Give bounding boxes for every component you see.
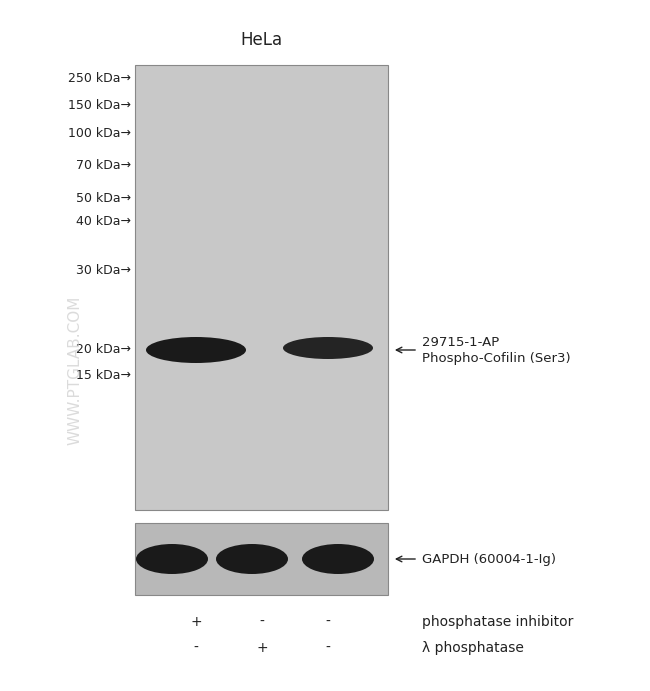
- Ellipse shape: [146, 337, 246, 363]
- Text: 40 kDa→: 40 kDa→: [76, 214, 131, 227]
- Text: -: -: [326, 615, 330, 629]
- Text: phosphatase inhibitor: phosphatase inhibitor: [422, 615, 573, 629]
- Bar: [135, 523, 388, 595]
- Ellipse shape: [302, 544, 374, 574]
- Ellipse shape: [283, 337, 373, 359]
- Text: 30 kDa→: 30 kDa→: [76, 263, 131, 276]
- Text: 50 kDa→: 50 kDa→: [76, 191, 131, 205]
- Text: 29715-1-AP: 29715-1-AP: [422, 336, 499, 348]
- Text: -: -: [259, 615, 265, 629]
- Text: 15 kDa→: 15 kDa→: [76, 368, 131, 381]
- Text: λ phosphatase: λ phosphatase: [422, 641, 524, 655]
- Text: 250 kDa→: 250 kDa→: [68, 71, 131, 84]
- Text: 150 kDa→: 150 kDa→: [68, 99, 131, 111]
- Text: 70 kDa→: 70 kDa→: [76, 158, 131, 171]
- Text: 100 kDa→: 100 kDa→: [68, 126, 131, 140]
- Ellipse shape: [136, 544, 208, 574]
- Ellipse shape: [216, 544, 288, 574]
- Text: WWW.PTGLAB.COM: WWW.PTGLAB.COM: [68, 295, 83, 445]
- Text: HeLa: HeLa: [240, 31, 283, 49]
- Text: 20 kDa→: 20 kDa→: [76, 343, 131, 355]
- Text: +: +: [256, 641, 268, 655]
- Bar: [135, 65, 388, 510]
- Text: +: +: [190, 615, 202, 629]
- Text: -: -: [194, 641, 198, 655]
- Text: GAPDH (60004-1-Ig): GAPDH (60004-1-Ig): [422, 553, 556, 565]
- Text: Phospho-Cofilin (Ser3): Phospho-Cofilin (Ser3): [422, 352, 571, 364]
- Text: -: -: [326, 641, 330, 655]
